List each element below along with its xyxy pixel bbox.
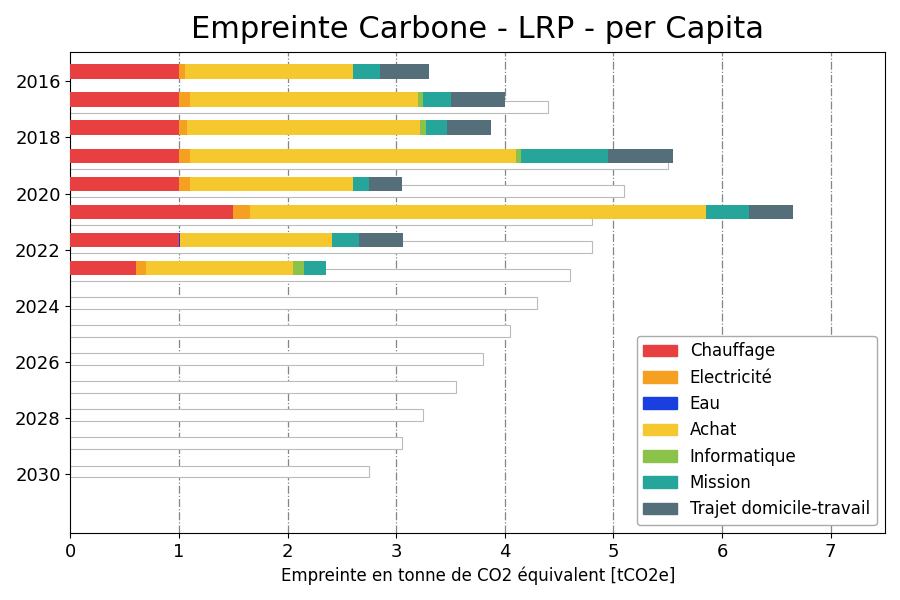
Bar xyxy=(70,241,592,253)
Bar xyxy=(70,149,179,163)
Bar xyxy=(70,157,668,169)
Bar xyxy=(136,261,147,275)
Bar xyxy=(70,121,179,135)
Bar xyxy=(420,121,426,135)
Bar xyxy=(70,382,456,393)
Bar xyxy=(369,176,401,191)
Bar xyxy=(70,261,136,275)
Bar xyxy=(249,205,706,219)
Bar xyxy=(147,261,293,275)
Bar xyxy=(186,121,420,135)
Bar xyxy=(353,64,380,79)
Bar xyxy=(233,205,249,219)
Bar xyxy=(70,101,548,113)
Bar xyxy=(70,269,570,281)
Bar xyxy=(70,92,179,107)
Bar xyxy=(190,149,516,163)
Bar xyxy=(179,92,190,107)
Bar xyxy=(184,64,353,79)
Bar xyxy=(426,121,447,135)
Bar xyxy=(353,176,369,191)
Bar xyxy=(359,233,403,247)
Bar xyxy=(70,353,483,365)
Bar xyxy=(179,64,184,79)
Title: Empreinte Carbone - LRP - per Capita: Empreinte Carbone - LRP - per Capita xyxy=(191,15,764,44)
Bar xyxy=(179,149,190,163)
Bar xyxy=(70,213,592,225)
Bar xyxy=(332,233,359,247)
Bar xyxy=(451,92,505,107)
Bar xyxy=(70,466,369,478)
Bar xyxy=(706,205,749,219)
Bar xyxy=(70,297,537,309)
Bar xyxy=(293,261,304,275)
Bar xyxy=(70,176,179,191)
X-axis label: Empreinte en tonne de CO2 équivalent [tCO2e]: Empreinte en tonne de CO2 équivalent [tC… xyxy=(281,566,675,585)
Bar xyxy=(304,261,326,275)
Bar xyxy=(423,92,451,107)
Bar xyxy=(179,176,190,191)
Bar xyxy=(70,409,423,421)
Bar xyxy=(190,176,353,191)
Bar xyxy=(70,185,625,197)
Bar xyxy=(70,233,179,247)
Bar xyxy=(70,205,233,219)
Bar xyxy=(447,121,491,135)
Bar xyxy=(418,92,423,107)
Bar xyxy=(190,92,418,107)
Bar xyxy=(70,64,179,79)
Bar xyxy=(70,437,401,449)
Bar xyxy=(179,121,186,135)
Bar xyxy=(516,149,521,163)
Bar xyxy=(380,64,429,79)
Bar xyxy=(608,149,673,163)
Bar xyxy=(749,205,793,219)
Bar xyxy=(70,325,510,337)
Bar xyxy=(179,233,180,247)
Bar xyxy=(180,233,332,247)
Bar xyxy=(521,149,608,163)
Legend: Chauffage, Electricité, Eau, Achat, Informatique, Mission, Trajet domicile-trava: Chauffage, Electricité, Eau, Achat, Info… xyxy=(636,335,877,525)
